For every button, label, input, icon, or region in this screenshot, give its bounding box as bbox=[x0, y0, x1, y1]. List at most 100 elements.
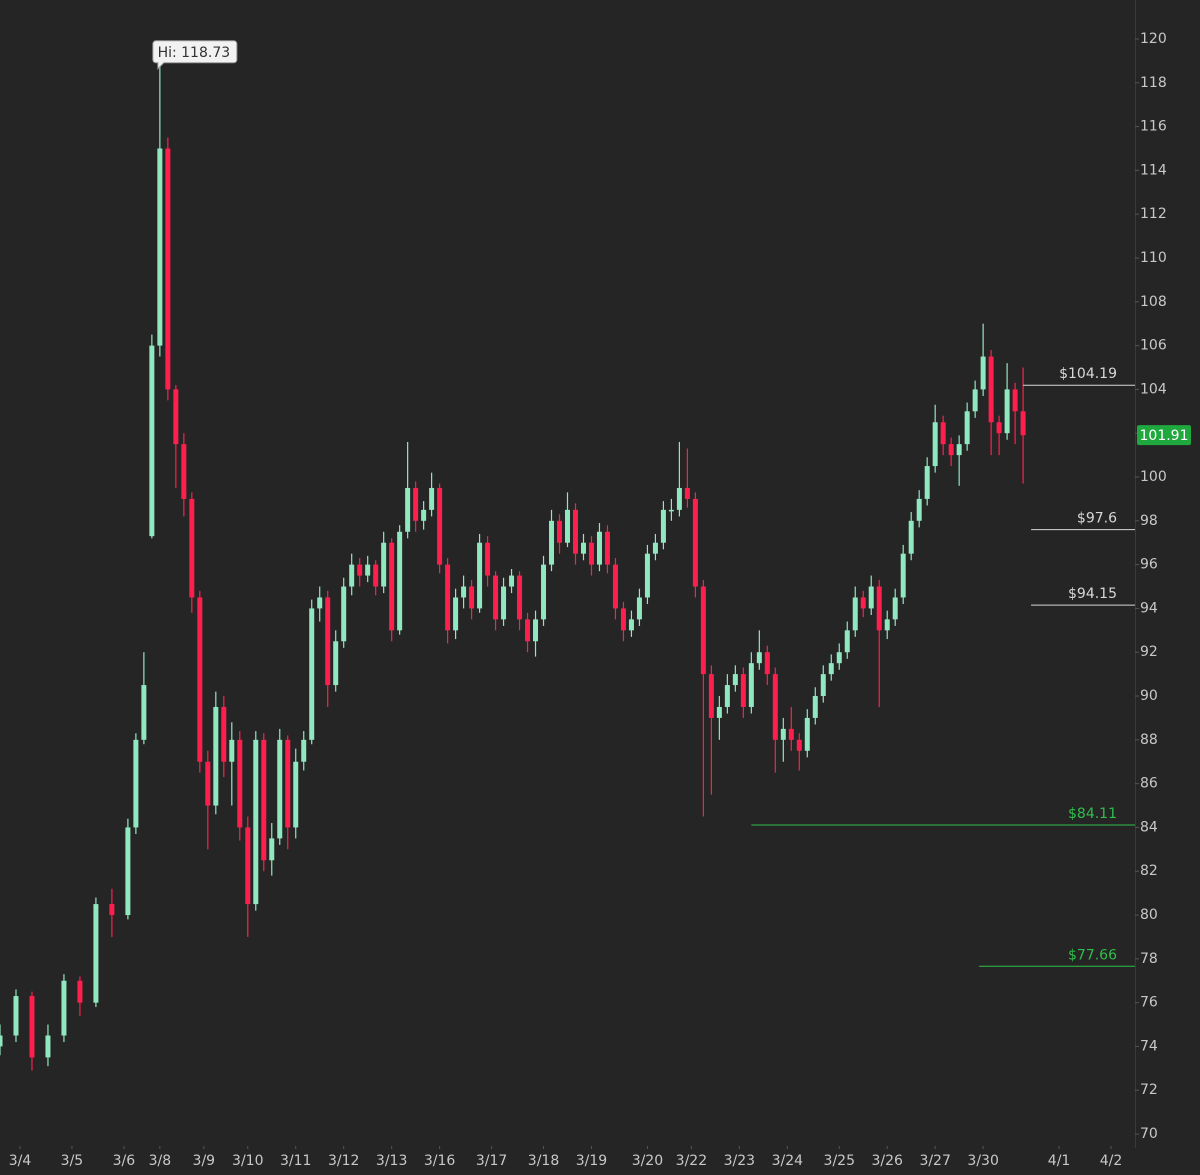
candle-body bbox=[541, 564, 547, 620]
candle-body bbox=[565, 509, 570, 543]
candle-body bbox=[604, 531, 610, 565]
candle-body bbox=[588, 542, 594, 565]
candle-body bbox=[668, 509, 674, 512]
candle-body bbox=[692, 498, 698, 587]
candle-body bbox=[469, 586, 475, 609]
candle-body bbox=[373, 564, 379, 587]
x-tick-label: 3/13 bbox=[376, 1153, 407, 1169]
x-tick-label: 3/22 bbox=[676, 1153, 707, 1169]
y-tick-label: 92 bbox=[1140, 644, 1158, 660]
candle-body bbox=[636, 597, 642, 620]
y-tick-label: 74 bbox=[1140, 1038, 1158, 1054]
x-tick-label: 3/20 bbox=[632, 1153, 663, 1169]
candle-body bbox=[301, 739, 307, 762]
candle-body bbox=[333, 641, 339, 686]
candle-body bbox=[261, 739, 267, 861]
x-tick-label: 3/8 bbox=[149, 1153, 172, 1169]
candle-body bbox=[245, 827, 251, 905]
x-tick-label: 3/6 bbox=[113, 1153, 136, 1169]
candle-body bbox=[317, 597, 323, 609]
candle-body bbox=[948, 444, 954, 456]
candle-body bbox=[509, 575, 515, 587]
candle-body bbox=[660, 509, 666, 543]
candle-body bbox=[892, 597, 898, 620]
candle-body bbox=[45, 1035, 51, 1058]
x-tick-label: 3/17 bbox=[476, 1153, 507, 1169]
price-level-label: $77.66 bbox=[1068, 947, 1117, 963]
x-tick-label: 3/26 bbox=[871, 1153, 903, 1169]
candle-body bbox=[828, 663, 834, 675]
candle-body bbox=[628, 619, 634, 631]
candle-body bbox=[700, 586, 706, 675]
y-tick-label: 120 bbox=[1140, 31, 1167, 47]
x-tick-label: 3/12 bbox=[328, 1153, 359, 1169]
y-tick-label: 100 bbox=[1140, 469, 1167, 485]
candle-body bbox=[517, 575, 523, 620]
candle-body bbox=[652, 542, 658, 554]
candle-body bbox=[341, 586, 347, 642]
candle-body bbox=[1004, 389, 1010, 434]
high-marker-box bbox=[152, 40, 238, 71]
candle-body bbox=[572, 509, 578, 554]
candle-body bbox=[804, 717, 810, 751]
candle-body bbox=[1012, 389, 1018, 412]
candle-body bbox=[852, 597, 858, 631]
candle-body bbox=[141, 685, 147, 740]
y-tick-label: 106 bbox=[1140, 338, 1167, 354]
candle-body bbox=[157, 148, 163, 346]
candle-body bbox=[357, 564, 363, 576]
x-tick-label: 3/9 bbox=[193, 1153, 216, 1169]
x-tick-label: 3/11 bbox=[280, 1153, 311, 1169]
x-tick-label: 3/19 bbox=[576, 1153, 607, 1169]
candle-body bbox=[445, 564, 451, 631]
candle-body bbox=[796, 739, 802, 751]
candle-body bbox=[820, 674, 826, 697]
y-tick-label: 72 bbox=[1140, 1082, 1158, 1098]
x-tick-label: 3/4 bbox=[9, 1153, 32, 1169]
candle-body bbox=[964, 411, 970, 445]
candle-body bbox=[237, 739, 243, 828]
y-tick-label: 94 bbox=[1140, 600, 1158, 616]
candle-body bbox=[133, 739, 139, 828]
candle-body bbox=[644, 553, 650, 598]
y-tick-label: 82 bbox=[1140, 863, 1158, 879]
candle-body bbox=[868, 586, 874, 609]
candle-body bbox=[285, 739, 291, 828]
candle-body bbox=[149, 345, 155, 537]
candle-body bbox=[557, 520, 563, 543]
candle-body bbox=[309, 608, 315, 740]
candle-body bbox=[205, 761, 211, 806]
candle-body bbox=[453, 597, 459, 631]
candle-body bbox=[493, 575, 499, 620]
x-tick-label: 3/24 bbox=[772, 1153, 804, 1169]
last-price-tag bbox=[1137, 425, 1191, 446]
candle-body bbox=[29, 996, 35, 1058]
candle-body bbox=[477, 542, 483, 609]
candle-body bbox=[788, 728, 794, 740]
candle-body bbox=[996, 422, 1002, 434]
candle-body bbox=[277, 739, 283, 839]
candle-body bbox=[421, 509, 427, 521]
y-tick-label: 84 bbox=[1140, 819, 1158, 835]
candle-body bbox=[756, 652, 762, 664]
y-tick-label: 108 bbox=[1140, 294, 1167, 310]
y-tick-label: 104 bbox=[1140, 381, 1167, 397]
y-tick-label: 70 bbox=[1140, 1126, 1158, 1142]
high-marker: Hi: 118.73 bbox=[152, 40, 238, 71]
candle-body bbox=[125, 827, 131, 916]
candle-body bbox=[764, 652, 770, 675]
candle-body bbox=[988, 356, 994, 423]
candle-body bbox=[221, 706, 227, 762]
price-level-label: $94.15 bbox=[1068, 586, 1117, 602]
candle-body bbox=[900, 553, 906, 598]
candle-body bbox=[716, 706, 722, 718]
candle-body bbox=[596, 531, 602, 565]
candle-body bbox=[932, 422, 938, 467]
x-tick-label: 4/2 bbox=[1100, 1153, 1123, 1169]
candle-body bbox=[93, 904, 99, 1003]
candle-body bbox=[0, 1035, 3, 1047]
y-tick-label: 110 bbox=[1140, 250, 1167, 266]
candle-body bbox=[181, 444, 187, 499]
